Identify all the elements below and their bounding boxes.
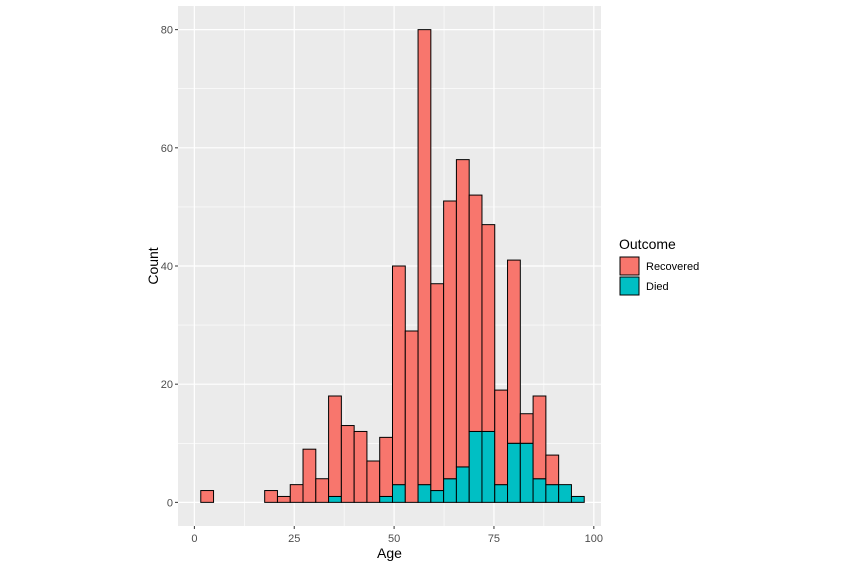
bar-recovered	[200, 490, 215, 503]
bar-died	[545, 484, 560, 503]
bar-recovered	[379, 436, 393, 497]
bar-died	[532, 478, 547, 503]
bar-recovered	[328, 395, 342, 497]
bar-died	[430, 490, 445, 503]
bar-recovered	[264, 490, 278, 503]
y-axis-title: Count	[145, 247, 161, 284]
bar-died	[379, 495, 393, 503]
y-tick-label: 40	[161, 261, 173, 273]
y-tick-label: 0	[167, 497, 173, 509]
bar-died	[558, 484, 572, 503]
bar-died	[328, 495, 342, 503]
bar-recovered	[353, 430, 368, 503]
bar-died	[391, 484, 406, 503]
bar-recovered	[315, 478, 330, 503]
legend-label-died: Died	[646, 281, 669, 293]
bar-recovered	[340, 425, 355, 503]
legend-key-recovered	[619, 256, 640, 276]
bar-recovered	[545, 454, 560, 486]
bar-recovered	[289, 484, 304, 503]
legend-key-died	[619, 276, 640, 296]
legend: Outcome Recovered Died	[619, 236, 699, 296]
bar-recovered	[481, 224, 496, 432]
bar-died	[417, 484, 432, 503]
bars	[200, 29, 585, 503]
bar-recovered	[404, 330, 419, 503]
x-tick-label: 75	[488, 533, 500, 545]
y-tick-label: 60	[161, 143, 173, 155]
y-tick-label: 20	[161, 379, 173, 391]
bar-died	[455, 466, 470, 503]
bar-died	[468, 430, 483, 503]
bar-recovered	[455, 159, 470, 468]
bar-died	[507, 442, 521, 503]
bar-recovered	[532, 395, 547, 480]
legend-items: Recovered Died	[619, 256, 699, 296]
bar-recovered	[417, 29, 432, 486]
legend-title: Outcome	[619, 236, 676, 252]
x-tick-label: 25	[288, 533, 300, 545]
x-tick-label: 100	[585, 533, 603, 545]
bar-recovered	[519, 413, 534, 444]
y-tick-label: 80	[161, 25, 173, 37]
bar-died	[443, 478, 457, 503]
bar-recovered	[276, 495, 291, 503]
bar-recovered	[507, 259, 521, 444]
bar-recovered	[443, 200, 457, 480]
y-axis-ticks: 0 20 40 60 80	[161, 25, 178, 509]
x-tick-label: 0	[191, 533, 197, 545]
bar-died	[570, 495, 585, 503]
legend-label-recovered: Recovered	[646, 261, 699, 273]
x-axis-title: Age	[377, 545, 402, 561]
bar-died	[494, 484, 509, 503]
x-tick-label: 50	[388, 533, 400, 545]
bar-recovered	[468, 194, 483, 432]
bar-died	[481, 430, 496, 503]
bar-recovered	[494, 389, 509, 486]
bar-recovered	[430, 283, 445, 492]
bar-recovered	[391, 265, 406, 486]
x-axis-ticks: 0 25 50 75 100	[191, 526, 603, 545]
bar-recovered	[302, 448, 317, 503]
bar-recovered	[366, 460, 381, 503]
bar-died	[519, 442, 534, 503]
